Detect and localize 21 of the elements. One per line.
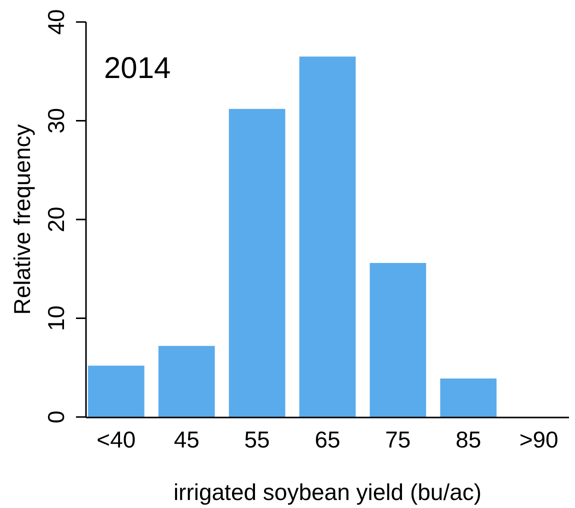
x-tick-label: 85 xyxy=(456,426,482,452)
bar xyxy=(299,56,356,417)
x-tick-label: 65 xyxy=(314,426,340,452)
x-tick-label: 75 xyxy=(385,426,411,452)
annotation: 2014 xyxy=(104,52,171,85)
y-tick-label: 20 xyxy=(43,206,69,232)
x-tick-label: <40 xyxy=(96,426,136,452)
x-tick-label: 55 xyxy=(244,426,270,452)
y-tick-label: 10 xyxy=(43,305,69,332)
bar xyxy=(88,366,144,417)
x-tick-label: >90 xyxy=(519,426,558,452)
y-tick-label: 30 xyxy=(43,108,69,134)
bar xyxy=(158,346,215,417)
bar xyxy=(228,108,286,417)
x-axis-title: irrigated soybean yield (bu/ac) xyxy=(173,479,482,505)
x-tick-label: 45 xyxy=(174,426,200,452)
y-axis-title: Relative frequency xyxy=(9,124,36,315)
y-tick-label: 40 xyxy=(43,9,69,35)
bar xyxy=(440,378,497,417)
y-tick-label: 0 xyxy=(43,410,69,424)
bar xyxy=(370,262,426,417)
